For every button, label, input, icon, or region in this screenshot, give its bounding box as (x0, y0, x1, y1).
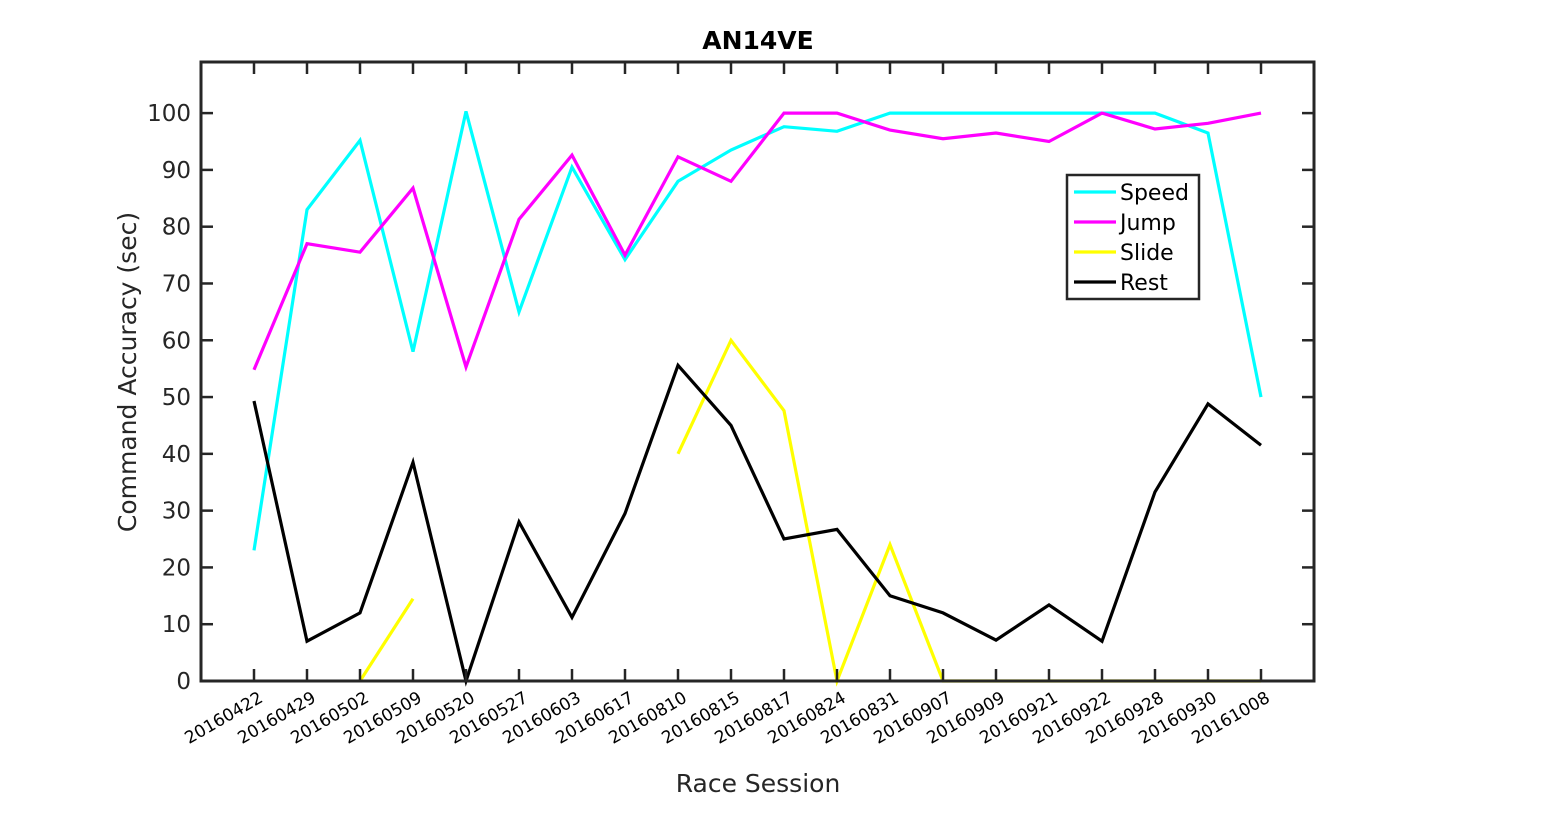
y-tick-label: 70 (162, 271, 191, 297)
y-tick-label: 40 (162, 442, 191, 468)
y-tick-label: 30 (162, 499, 191, 525)
y-axis-label: Command Accuracy (sec) (113, 212, 142, 532)
legend-label-slide: Slide (1120, 241, 1174, 266)
y-tick-label: 60 (162, 328, 191, 354)
y-tick-label: 90 (162, 158, 191, 184)
chart-title: AN14VE (702, 26, 814, 55)
y-tick-label: 20 (162, 555, 191, 581)
legend-label-speed: Speed (1120, 181, 1189, 206)
legend-label-rest: Rest (1120, 271, 1168, 296)
y-tick-label: 50 (162, 385, 191, 411)
y-tick-label: 0 (176, 669, 191, 695)
y-tick-label: 100 (147, 101, 191, 127)
legend: Speed Jump Slide Rest (1067, 175, 1199, 299)
y-tick-label: 80 (162, 215, 191, 241)
x-axis-label: Race Session (676, 769, 841, 798)
y-tick-label: 10 (162, 612, 191, 638)
legend-label-jump: Jump (1118, 211, 1176, 236)
